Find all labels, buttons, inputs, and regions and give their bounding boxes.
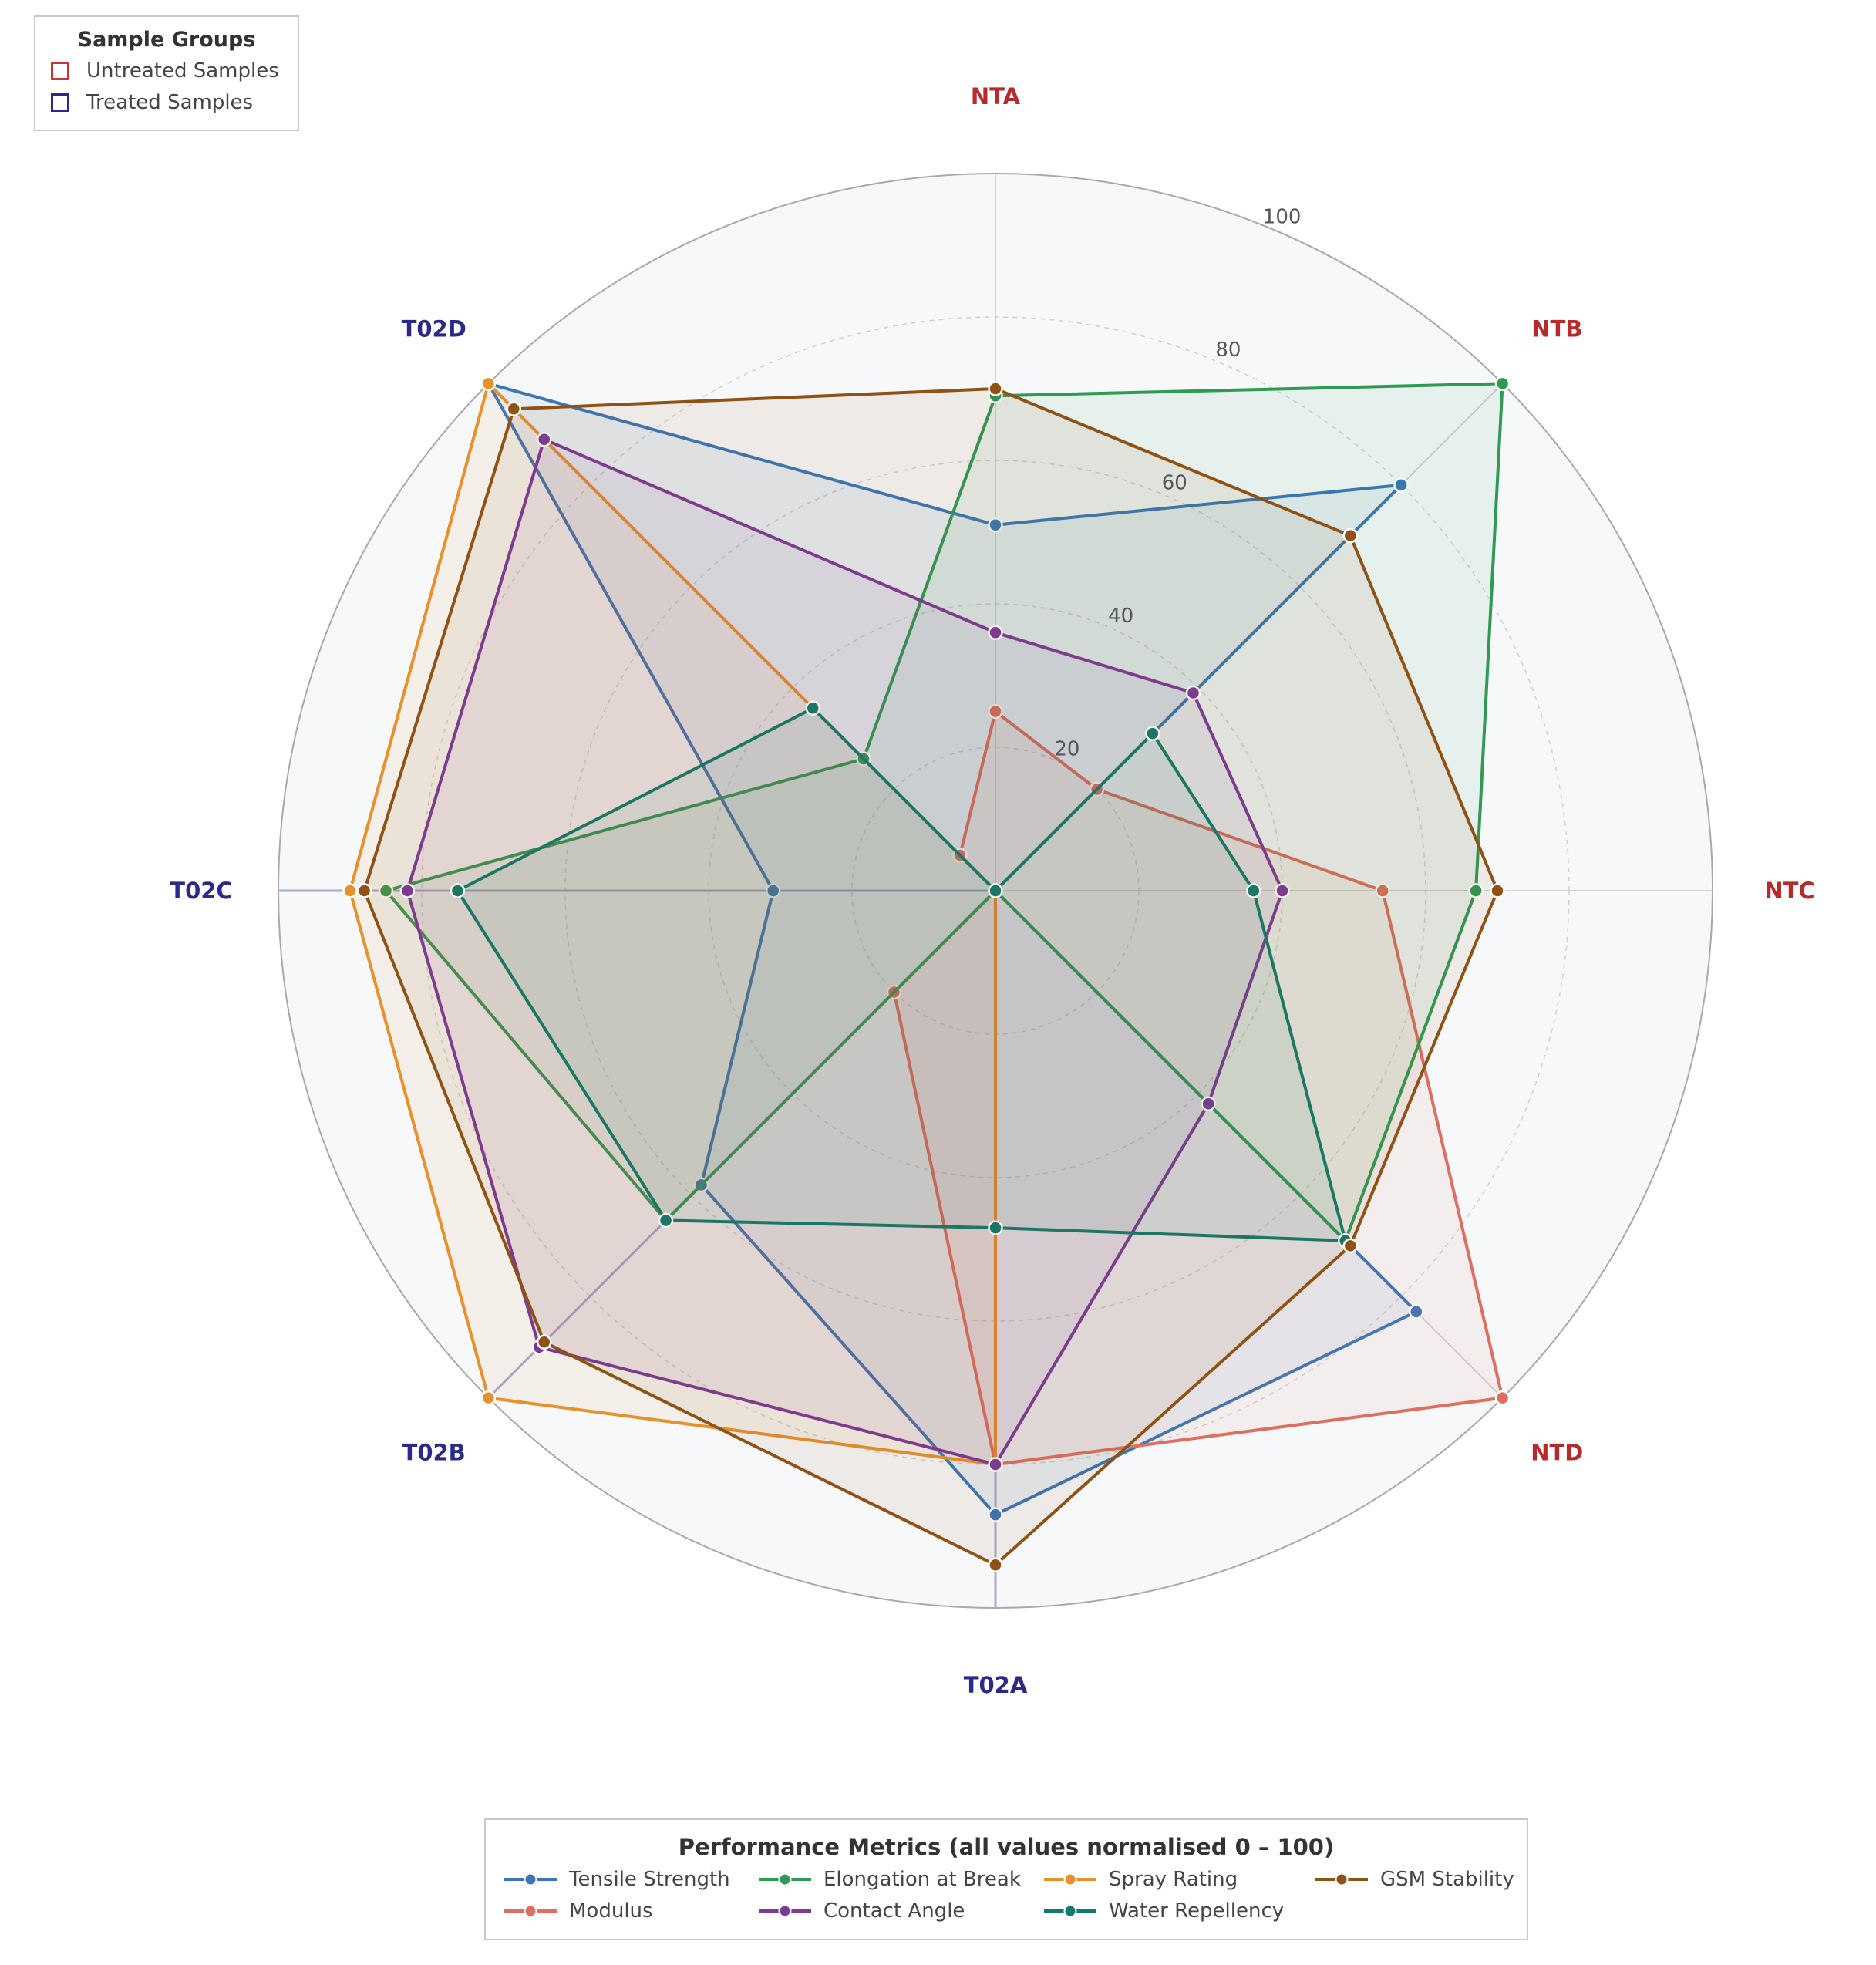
axis-label-t02c: T02C <box>170 878 232 904</box>
point-elongation-at-break-ntc <box>1468 883 1484 898</box>
point-spray-rating-t02d <box>480 376 497 392</box>
legend-item-modulus: Modulus <box>503 1895 757 1926</box>
point-modulus-ntd <box>1494 1390 1511 1406</box>
legend-item-spray-rating: Spray Rating <box>1042 1863 1314 1895</box>
point-tensile-strength-t02c <box>765 883 781 898</box>
point-contact-angle-ntd <box>1201 1096 1216 1111</box>
legend-marker-modulus <box>504 1904 557 1917</box>
point-water-repellency-ntc <box>1246 883 1261 898</box>
point-contact-angle-nta <box>988 625 1003 640</box>
untreated-swatch <box>51 61 69 80</box>
point-water-repellency-t02d <box>805 700 821 716</box>
axis-label-ntb: NTB <box>1531 316 1582 342</box>
point-water-repellency-nta <box>988 883 1003 898</box>
r-tick-label: 60 <box>1162 472 1187 495</box>
legend-item-label: GSM Stability <box>1380 1867 1514 1891</box>
series-fill-water-repellency <box>457 708 1346 1241</box>
legend-item-contact-angle: Contact Angle <box>757 1895 1042 1926</box>
point-contact-angle-t02a <box>988 1457 1003 1472</box>
legend-item-label: Tensile Strength <box>569 1867 730 1891</box>
legend-item-water-repellency: Water Repellency <box>1042 1895 1314 1926</box>
point-water-repellency-ntb <box>1145 726 1160 741</box>
legend-item-treated-label: Treated Samples <box>86 90 254 114</box>
series-fill-contact-angle <box>407 439 1282 1465</box>
series-fill-gsm-stability <box>364 389 1498 1566</box>
point-water-repellency-t02b <box>658 1212 674 1229</box>
legend-item-elongation-at-break: Elongation at Break <box>757 1863 1042 1895</box>
legend-item-tensile-strength: Tensile Strength <box>503 1863 757 1895</box>
radar-labels: 20 40 60 80 100 NTA NTB NTC NTD T02A T02B T02C T02D <box>170 83 1814 1698</box>
point-gsm-stability-t02a <box>988 1557 1003 1572</box>
sample-groups-legend-title: Sample Groups <box>77 28 256 52</box>
point-gsm-stability-nta <box>988 381 1003 396</box>
series-fill-modulus <box>894 711 1503 1464</box>
legend-marker-water-repellency <box>1044 1904 1096 1917</box>
point-contact-angle-ntc <box>1275 883 1290 898</box>
legend-item-label: Spray Rating <box>1109 1867 1238 1891</box>
sample-groups-legend: Sample Groups Untreated Samples Treated … <box>34 15 299 131</box>
legend-item-treated: Treated Samples <box>35 86 298 118</box>
metric-legend-grid: Tensile Strength Elongation at Break Spray… <box>486 1863 1527 1926</box>
axis-label-nta: NTA <box>971 83 1021 110</box>
axis-label-ntd: NTD <box>1531 1439 1583 1465</box>
legend-item-label: Water Repellency <box>1109 1899 1285 1923</box>
axis-label-t02a: T02A <box>964 1672 1028 1698</box>
legend-item-label: Elongation at Break <box>823 1867 1021 1891</box>
performance-metrics-legend: Performance Metrics (all values normalis… <box>484 1818 1528 1940</box>
point-gsm-stability-t02c <box>356 883 372 898</box>
series-line-spray-rating <box>349 382 997 1466</box>
point-gsm-stability-ntd <box>1342 1238 1359 1254</box>
point-elongation-at-break-ntb <box>1494 376 1511 392</box>
treated-swatch <box>51 93 69 112</box>
point-modulus-ntc <box>1375 883 1390 898</box>
r-tick-label: 40 <box>1108 605 1133 628</box>
legend-item-label: Modulus <box>569 1899 653 1923</box>
legend-item-untreated: Untreated Samples <box>35 55 298 86</box>
r-tick-label: 100 <box>1263 206 1302 229</box>
legend-marker-contact-angle <box>759 1904 811 1917</box>
point-water-repellency-t02c <box>450 883 466 898</box>
series-fill-elongation-at-break <box>386 383 1503 1241</box>
point-contact-angle-ntb <box>1185 685 1201 701</box>
point-tensile-strength-t02a <box>988 1507 1003 1522</box>
series-fill-tensile-strength <box>488 383 1416 1515</box>
radar-series <box>342 376 1511 1572</box>
point-gsm-stability-t02b <box>536 1334 552 1350</box>
point-tensile-strength-nta <box>988 517 1003 533</box>
legend-marker-elongation-at-break <box>759 1872 811 1886</box>
r-tick-label: 20 <box>1054 738 1079 761</box>
point-tensile-strength-ntd <box>1409 1304 1424 1320</box>
performance-metrics-legend-title: Performance Metrics (all values normalis… <box>678 1834 1335 1860</box>
legend-marker-spray-rating <box>1044 1872 1096 1886</box>
axis-label-t02b: T02B <box>402 1439 466 1465</box>
axis-label-t02d: T02D <box>402 316 466 342</box>
series-fill-spray-rating <box>350 383 995 1464</box>
point-spray-rating-t02b <box>480 1390 497 1406</box>
legend-marker-tensile-strength <box>504 1872 557 1886</box>
legend-marker-gsm-stability <box>1315 1872 1368 1886</box>
point-water-repellency-t02a <box>988 1220 1003 1235</box>
legend-item-label: Contact Angle <box>823 1899 965 1923</box>
legend-item-gsm-stability: GSM Stability <box>1314 1863 1538 1895</box>
point-spray-rating-t02c <box>342 883 358 898</box>
point-modulus-nta <box>988 703 1003 720</box>
point-gsm-stability-t02d <box>506 401 522 417</box>
point-contact-angle-t02d <box>536 431 552 447</box>
point-gsm-stability-ntb <box>1342 527 1359 544</box>
point-contact-angle-t02c <box>399 883 416 898</box>
axis-label-ntc: NTC <box>1764 878 1814 904</box>
r-tick-label: 80 <box>1215 339 1241 362</box>
point-elongation-at-break-t02c <box>378 883 394 898</box>
point-gsm-stability-ntc <box>1490 883 1505 898</box>
point-tensile-strength-ntb <box>1393 477 1409 493</box>
legend-item-untreated-label: Untreated Samples <box>86 59 279 83</box>
